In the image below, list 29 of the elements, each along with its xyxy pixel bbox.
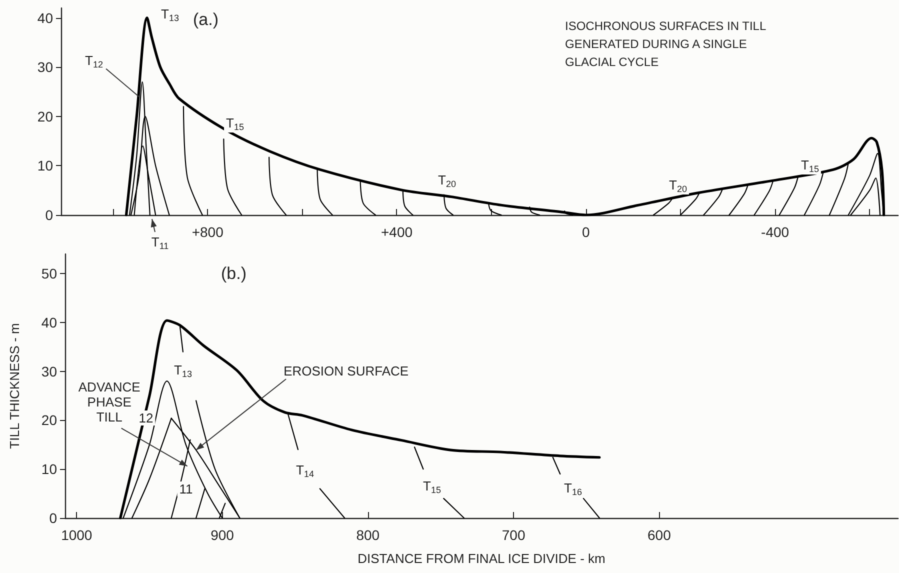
y-tick-label: 30	[41, 363, 58, 380]
x-tick-label: 700	[502, 527, 526, 543]
y-tick-label: 20	[41, 412, 58, 428]
y-axis-title: TILL THICKNESS - m	[7, 323, 22, 449]
annotation: 12	[138, 410, 154, 426]
y-tick-label: 0	[45, 207, 54, 223]
x-tick-label: 1000	[61, 527, 92, 543]
y-tick-label: 0	[49, 510, 58, 526]
annotation: EROSION SURFACE	[284, 364, 409, 379]
y-tick-label: 10	[41, 461, 58, 478]
x-tick-label: 600	[647, 527, 672, 543]
x-tick-label: +400	[380, 224, 413, 240]
y-tick-label: 50	[41, 266, 58, 282]
x-tick-label: +800	[192, 224, 224, 240]
text: (b.)	[221, 264, 246, 283]
x-tick-label: 900	[210, 527, 234, 543]
annotation: 11	[179, 482, 193, 496]
y-tick-label: 10	[37, 158, 54, 174]
x-tick-label: 800	[356, 527, 380, 543]
chart-title: (a.)	[193, 10, 218, 29]
text: ISOCHRONOUS SURFACES IN TILL GENERATED DURING A SINGLE GLACIAL CYCLE	[565, 19, 770, 69]
x-axis-title: DISTANCE FROM FINAL ICE DIVIDE - km	[358, 551, 606, 566]
y-tick-label: 20	[37, 108, 54, 124]
x-tick-label: -400	[761, 224, 790, 240]
y-tick-label: 30	[37, 59, 54, 76]
annotation: ADVANCE PHASE TILL	[78, 380, 141, 425]
y-tick-label: 40	[37, 10, 54, 26]
y-tick-label: 40	[41, 314, 58, 330]
x-tick-label: 0	[582, 224, 590, 240]
